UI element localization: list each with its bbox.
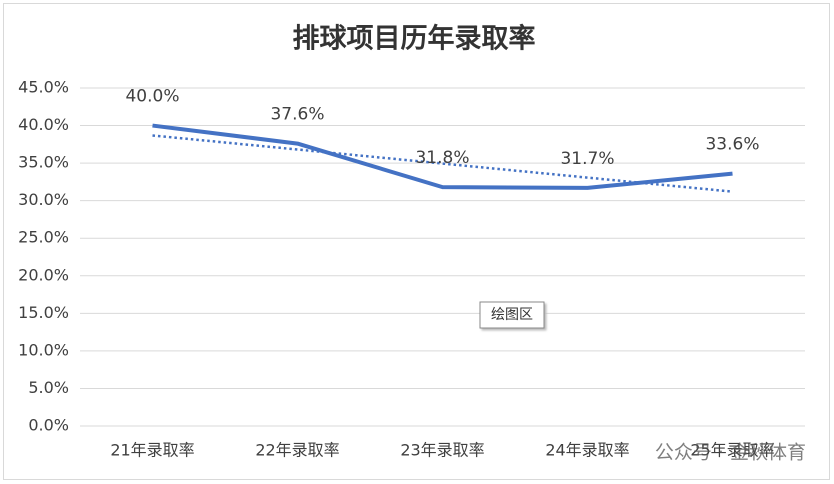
chart-border (3, 3, 830, 480)
watermark: 公众号 · 金秋体育 (655, 442, 806, 464)
x-tick-label: 24年录取率 (545, 441, 629, 460)
tooltip-text: 绘图区 (491, 307, 533, 323)
y-tick-label: 30.0% (18, 190, 69, 209)
data-label: 37.6% (270, 105, 324, 125)
x-tick-label: 22年录取率 (255, 441, 339, 460)
y-tick-label: 20.0% (18, 265, 69, 284)
y-tick-label: 45.0% (18, 78, 69, 97)
trendline (152, 134, 733, 193)
x-tick-label: 21年录取率 (110, 441, 194, 460)
y-tick-label: 25.0% (18, 228, 69, 247)
data-label: 40.0% (125, 87, 179, 107)
x-tick-label: 25年录取率 (690, 441, 774, 460)
y-tick-label: 0.0% (28, 416, 69, 435)
y-tick-label: 40.0% (18, 115, 69, 134)
chart-title: 排球项目历年录取率 (293, 23, 536, 55)
tooltip-box (479, 301, 545, 329)
y-tick-label: 15.0% (18, 303, 69, 322)
data-label: 31.8% (415, 148, 469, 168)
data-label: 31.7% (560, 149, 614, 169)
y-tick-label: 35.0% (18, 153, 69, 172)
x-tick-label: 23年录取率 (400, 441, 484, 460)
y-tick-label: 5.0% (28, 378, 69, 397)
data-label: 33.6% (705, 135, 759, 155)
y-tick-label: 10.0% (18, 340, 69, 359)
tooltip: 绘图区 (479, 301, 545, 329)
